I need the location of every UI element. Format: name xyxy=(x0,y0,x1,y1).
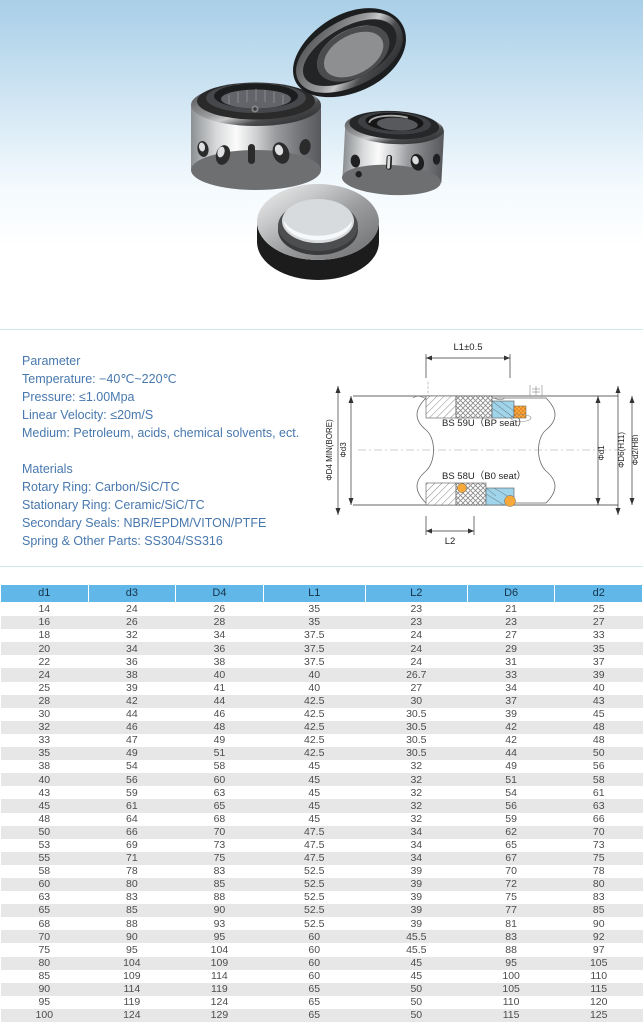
svg-text:Φd2(H8): Φd2(H8) xyxy=(631,434,638,465)
svg-text:ΦD6(H11): ΦD6(H11) xyxy=(617,432,626,468)
svg-text:Φd3: Φd3 xyxy=(339,442,348,458)
svg-text:BS 59U（BP seat）: BS 59U（BP seat） xyxy=(442,417,527,429)
svg-text:ΦD4 MIN(BORE): ΦD4 MIN(BORE) xyxy=(325,419,334,481)
svg-text:BS 58U（B0 seat）: BS 58U（B0 seat） xyxy=(442,470,526,482)
svg-text:L2: L2 xyxy=(445,536,456,547)
svg-text:L1±0.5: L1±0.5 xyxy=(454,342,483,353)
svg-text:Φd1: Φd1 xyxy=(597,445,606,461)
